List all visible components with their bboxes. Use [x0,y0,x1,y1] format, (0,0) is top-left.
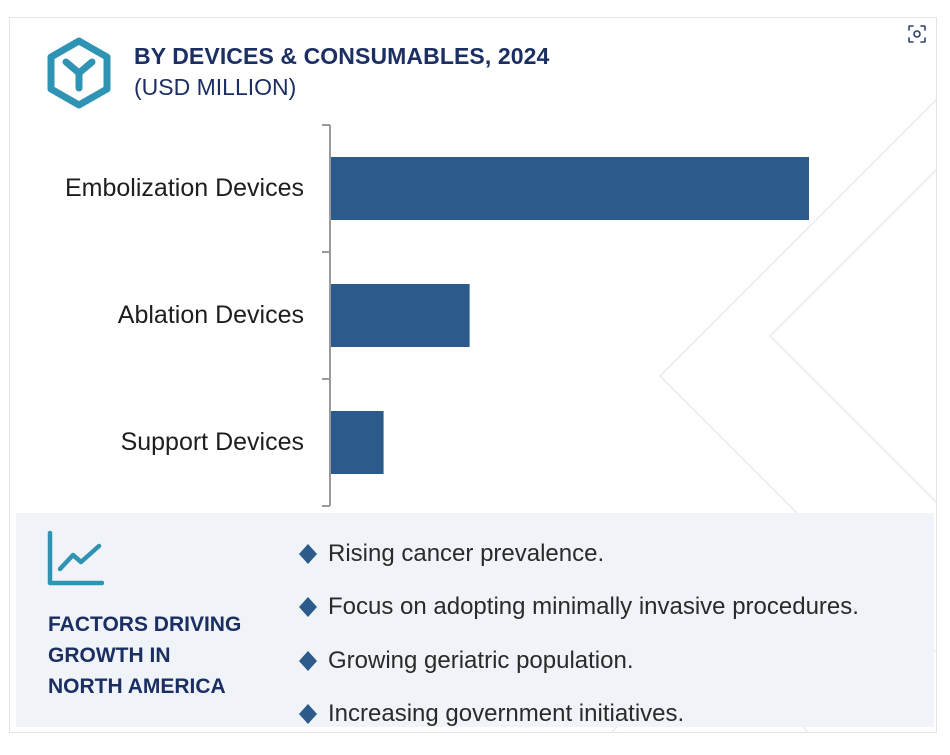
bar [331,411,384,474]
chart-card: BY DEVICES & CONSUMABLES, 2024 (USD MILL… [9,17,937,733]
chart-subtitle: (USD MILLION) [134,74,297,100]
diamond-bullet-icon [296,595,320,619]
factors-heading: FACTORS DRIVING GROWTH IN NORTH AMERICA [48,609,268,702]
factor-text: Growing geriatric population. [328,646,634,674]
factor-item: Growing geriatric population. [296,634,859,688]
factor-list: Rising cancer prevalence. Focus on adopt… [296,527,859,733]
bar [331,157,809,220]
factors-heading-line: NORTH AMERICA [48,675,226,698]
factor-text: Rising cancer prevalence. [328,539,605,567]
diamond-bullet-icon [296,702,320,726]
expand-view-icon [907,24,927,49]
bar [331,284,470,347]
bar-chart: Embolization Devices Ablation Devices Supp… [65,124,809,507]
factor-item: Increasing government initiatives. [296,688,859,733]
factor-text: Focus on adopting minimally invasive pro… [328,593,859,621]
chart-title: BY DEVICES & CONSUMABLES, 2024 [134,43,550,69]
category-label: Ablation Devices [118,301,304,329]
category-label: Support Devices [121,428,304,456]
factors-panel: FACTORS DRIVING GROWTH IN NORTH AMERICA … [16,513,934,727]
diamond-bullet-icon [296,542,320,566]
category-label: Embolization Devices [65,174,304,202]
factor-item: Rising cancer prevalence. [296,527,859,581]
factors-heading-line: GROWTH IN [48,644,171,667]
hexagon-y-logo-icon [47,37,111,109]
diamond-bullet-icon [296,649,320,673]
factor-text: Increasing government initiatives. [328,700,685,728]
trend-line-chart-icon [46,529,105,587]
factors-heading-line: FACTORS DRIVING [48,613,242,636]
factor-item: Focus on adopting minimally invasive pro… [296,581,859,635]
expand-view-button[interactable] [898,18,936,54]
